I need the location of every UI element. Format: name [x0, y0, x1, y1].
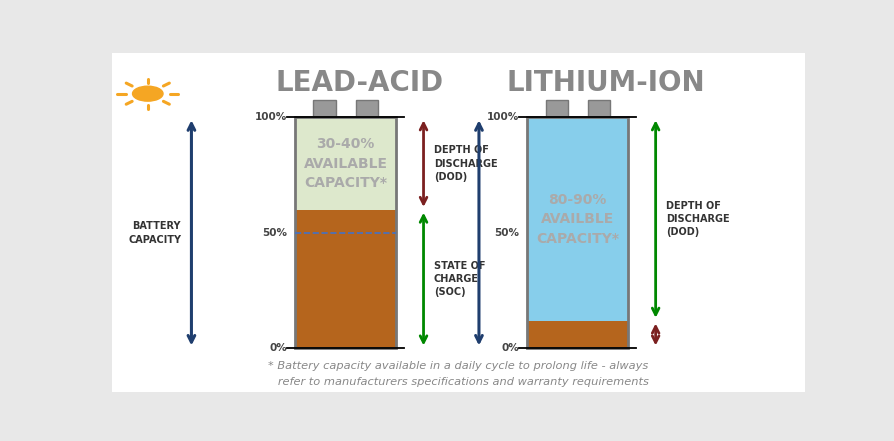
- Bar: [356, 101, 378, 117]
- Text: LEAD-ACID: LEAD-ACID: [275, 70, 443, 97]
- Bar: [527, 117, 628, 348]
- Text: 100%: 100%: [255, 112, 287, 123]
- Bar: [295, 210, 396, 348]
- Text: 30-40%
AVAILABLE
CAPACITY*: 30-40% AVAILABLE CAPACITY*: [304, 137, 388, 190]
- Circle shape: [132, 86, 163, 101]
- Text: * Battery capacity available in a daily cycle to prolong life - always
   refer : * Battery capacity available in a daily …: [267, 361, 649, 387]
- Bar: [545, 101, 568, 117]
- Bar: [587, 101, 610, 117]
- Text: LITHIUM-ION: LITHIUM-ION: [506, 70, 704, 97]
- Text: 80-90%
AVAILBLE
CAPACITY*: 80-90% AVAILBLE CAPACITY*: [536, 193, 620, 246]
- Text: 50%: 50%: [262, 228, 287, 238]
- Text: 100%: 100%: [487, 112, 519, 123]
- Bar: [527, 321, 628, 348]
- Text: DEPTH OF
DISCHARGE
(DOD): DEPTH OF DISCHARGE (DOD): [666, 201, 730, 237]
- Text: DEPTH OF
DISCHARGE
(DOD): DEPTH OF DISCHARGE (DOD): [434, 146, 498, 182]
- FancyBboxPatch shape: [105, 49, 812, 396]
- Text: STATE OF
CHARGE
(SOC): STATE OF CHARGE (SOC): [434, 261, 485, 297]
- Bar: [527, 117, 628, 321]
- Bar: [295, 117, 396, 348]
- Bar: [314, 101, 335, 117]
- Text: 0%: 0%: [502, 344, 519, 353]
- Text: 0%: 0%: [269, 344, 287, 353]
- Text: BATTERY
CAPACITY: BATTERY CAPACITY: [128, 221, 181, 245]
- Bar: [295, 117, 396, 210]
- Text: 50%: 50%: [494, 228, 519, 238]
